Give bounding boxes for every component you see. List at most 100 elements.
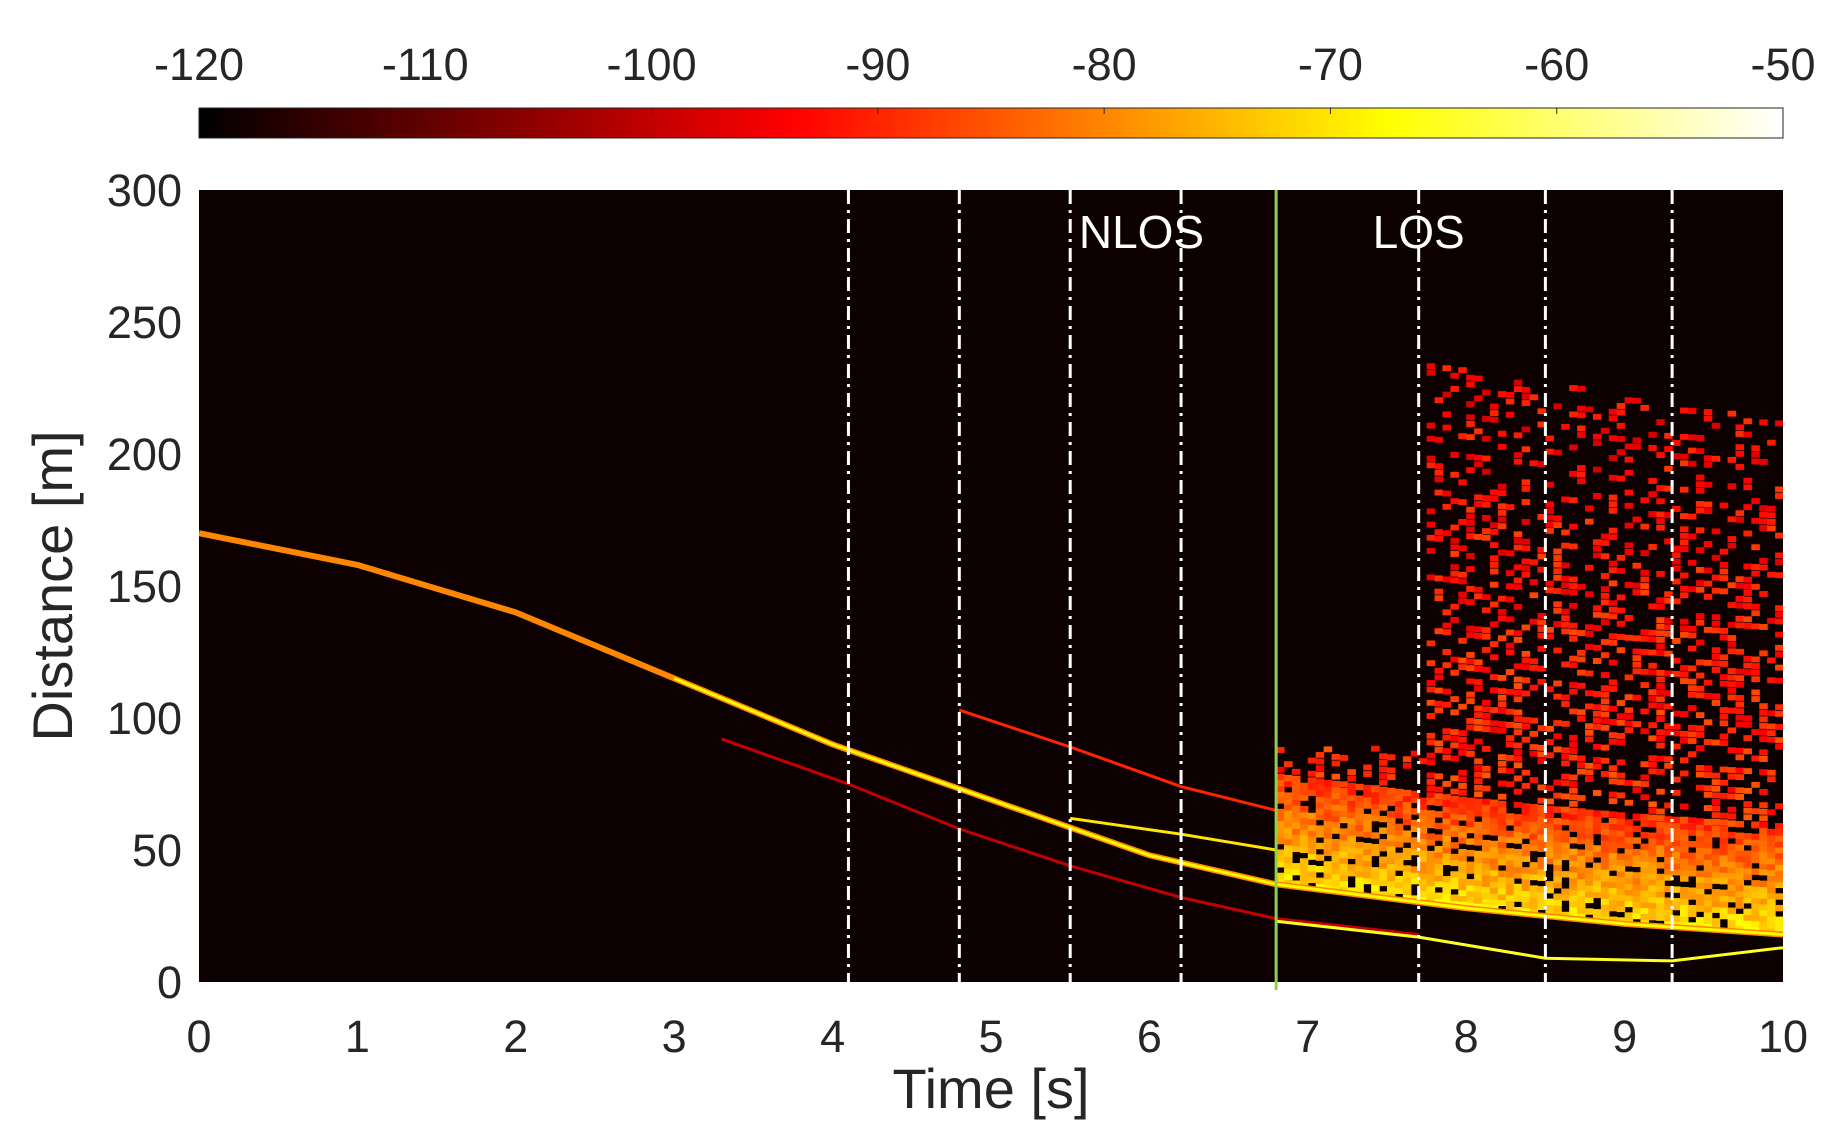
heatmap-cell bbox=[1680, 592, 1689, 599]
heatmap-cell bbox=[1592, 810, 1602, 817]
heatmap-cell bbox=[1513, 866, 1523, 873]
heatmap-cell bbox=[1426, 850, 1436, 858]
heatmap-cell bbox=[1585, 885, 1594, 892]
heatmap-cell bbox=[1680, 823, 1689, 830]
heatmap-cell bbox=[1553, 607, 1562, 614]
heatmap-cell bbox=[1529, 664, 1539, 671]
heatmap-cell bbox=[1521, 878, 1531, 886]
heatmap-cell bbox=[1775, 552, 1783, 559]
heatmap-cell bbox=[1339, 799, 1348, 806]
heatmap-cell bbox=[1561, 773, 1570, 780]
heatmap-cell bbox=[1719, 502, 1729, 509]
heatmap-cell bbox=[1680, 803, 1689, 810]
heatmap-cell bbox=[1434, 489, 1444, 496]
heatmap-cell bbox=[1442, 688, 1451, 695]
heatmap-cell bbox=[1442, 823, 1451, 831]
heatmap-cell bbox=[1632, 648, 1642, 655]
heatmap-cell bbox=[1521, 400, 1531, 407]
heatmap-cell bbox=[1569, 741, 1578, 748]
heatmap-cell bbox=[1592, 763, 1602, 770]
secondary-trace bbox=[1275, 919, 1783, 963]
heatmap-cell bbox=[1434, 674, 1444, 681]
heatmap-cell bbox=[1703, 679, 1713, 686]
heatmap-cell bbox=[1537, 758, 1546, 765]
heatmap-cell bbox=[1759, 769, 1768, 776]
heatmap-cell bbox=[1687, 447, 1697, 454]
heatmap-cell bbox=[1577, 795, 1586, 801]
heatmap-cell bbox=[1442, 887, 1451, 895]
heatmap-cell bbox=[1703, 882, 1713, 890]
heatmap-cell bbox=[1482, 772, 1491, 779]
heatmap-cell bbox=[1648, 491, 1657, 498]
heatmap-cell bbox=[1537, 816, 1546, 823]
heatmap-cell bbox=[1640, 878, 1649, 885]
heatmap-cell bbox=[1577, 425, 1586, 432]
heatmap-cell bbox=[1592, 827, 1602, 835]
heatmap-cell bbox=[1624, 694, 1634, 701]
heatmap-cell bbox=[1371, 814, 1380, 822]
heatmap-cell bbox=[1775, 922, 1783, 929]
heatmap-cell bbox=[1680, 711, 1689, 718]
heatmap-cell bbox=[1711, 693, 1721, 700]
heatmap-cell bbox=[1553, 829, 1562, 837]
heatmap-cell bbox=[1616, 830, 1626, 837]
heatmap-cell bbox=[1402, 789, 1412, 797]
heatmap-cell bbox=[1410, 877, 1420, 885]
heatmap-cell bbox=[1743, 603, 1752, 610]
heatmap-cell bbox=[1632, 848, 1642, 856]
heatmap-cell bbox=[1695, 858, 1705, 866]
heatmap-cell bbox=[1291, 834, 1301, 841]
heatmap-cell bbox=[1482, 851, 1491, 858]
heatmap-cell bbox=[1331, 856, 1341, 863]
heatmap-cell bbox=[1600, 875, 1610, 882]
heatmap-cell bbox=[1387, 869, 1396, 876]
heatmap-cell bbox=[1363, 877, 1372, 885]
heatmap-cell bbox=[1513, 630, 1523, 637]
heatmap-cell bbox=[1687, 434, 1697, 441]
heatmap-cell bbox=[1695, 672, 1705, 679]
heatmap-cell bbox=[1466, 401, 1475, 408]
heatmap-cell bbox=[1355, 853, 1364, 860]
heatmap-cell bbox=[1775, 677, 1783, 684]
heatmap-cell bbox=[1458, 571, 1467, 578]
heatmap-cell bbox=[1497, 888, 1507, 895]
heatmap-cell bbox=[1529, 684, 1539, 691]
heatmap-cell bbox=[1466, 838, 1475, 845]
heatmap-cell bbox=[1505, 894, 1515, 902]
heatmap-cell bbox=[1695, 547, 1705, 554]
heatmap-cell bbox=[1727, 919, 1737, 926]
heatmap-cell bbox=[1394, 852, 1404, 860]
heatmap-cell bbox=[1521, 571, 1531, 578]
heatmap-cell bbox=[1466, 820, 1475, 828]
heatmap-cell bbox=[1450, 818, 1459, 826]
heatmap-cell bbox=[1482, 528, 1491, 535]
heatmap-cell bbox=[1632, 825, 1642, 833]
heatmap-cell bbox=[1331, 850, 1341, 858]
heatmap-cell bbox=[1482, 501, 1491, 508]
heatmap-cell bbox=[1680, 846, 1689, 853]
heatmap-cell bbox=[1656, 833, 1665, 840]
heatmap-cell bbox=[1751, 903, 1760, 910]
heatmap-cell bbox=[1775, 631, 1783, 638]
heatmap-cell bbox=[1347, 829, 1356, 836]
heatmap-cell bbox=[1640, 761, 1649, 768]
heatmap-cell bbox=[1751, 623, 1760, 630]
heatmap-cell bbox=[1474, 454, 1483, 461]
heatmap-cell bbox=[1426, 369, 1436, 376]
heatmap-cell bbox=[1537, 804, 1546, 812]
heatmap-cell bbox=[1323, 808, 1333, 816]
heatmap-cell bbox=[1521, 446, 1531, 453]
heatmap-cell bbox=[1323, 861, 1333, 868]
heatmap-cell bbox=[1561, 575, 1570, 582]
heatmap-cell bbox=[1363, 802, 1372, 809]
heatmap-cell bbox=[1695, 500, 1705, 507]
heatmap-cell bbox=[1458, 637, 1467, 644]
heatmap-cell bbox=[1767, 525, 1776, 532]
heatmap-cell bbox=[1339, 857, 1348, 864]
heatmap-cell bbox=[1632, 912, 1642, 920]
heatmap-cell bbox=[1680, 433, 1689, 440]
heatmap-cell bbox=[1569, 444, 1578, 451]
heatmap-cell bbox=[1616, 449, 1626, 456]
heatmap-cell bbox=[1656, 597, 1665, 604]
heatmap-cell bbox=[1672, 578, 1681, 585]
